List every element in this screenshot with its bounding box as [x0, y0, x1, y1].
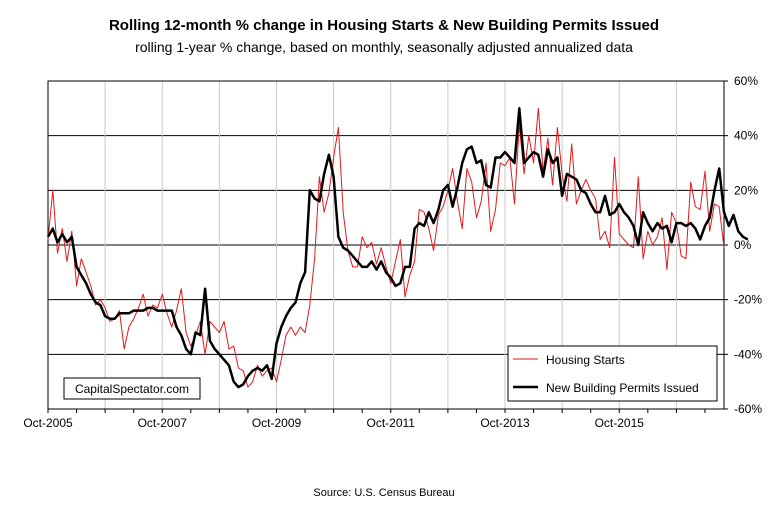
legend-box: [507, 345, 718, 402]
x-tick-label: Oct-2011: [367, 416, 416, 430]
y-tick-label: 0%: [734, 238, 752, 252]
y-axis-ticks: 60% 40% 20% 0% -20% -40% -60%: [724, 74, 762, 416]
x-axis-ticks: Oct-2005 Oct-2007 Oct-2009 Oct-2011 Oct-2013…: [23, 409, 706, 430]
y-tick-label: -20%: [734, 293, 762, 307]
chart-subtitle: rolling 1-year % change, based on monthl…: [135, 39, 633, 55]
y-tick-label: -60%: [734, 402, 762, 416]
series-line-building-permits: [46, 107, 749, 389]
x-tick-label: Oct-2013: [480, 416, 530, 430]
y-tick-label: 40%: [734, 129, 758, 143]
legend-label-housing-starts: Housing Starts: [546, 353, 625, 367]
watermark: CapitalSpectator.com: [63, 377, 201, 400]
watermark-text: CapitalSpectator.com: [75, 382, 189, 396]
watermark-box: [63, 377, 201, 400]
y-tick-label: -40%: [734, 347, 762, 361]
legend: Housing Starts New Building Permits Issu…: [507, 345, 718, 402]
x-tick-label: Oct-2009: [252, 416, 302, 430]
source-note: Source: U.S. Census Bureau: [313, 487, 454, 499]
series-lines: [46, 107, 749, 389]
x-tick-label: Oct-2005: [23, 416, 73, 430]
x-tick-label: Oct-2015: [595, 416, 645, 430]
chart-title: Rolling 12-month % change in Housing Sta…: [109, 17, 659, 34]
series-line-housing-starts: [47, 107, 725, 388]
y-tick-label: 20%: [734, 183, 758, 197]
y-tick-label: 60%: [734, 74, 758, 88]
legend-label-building-permits: New Building Permits Issued: [546, 381, 699, 395]
x-tick-label: Oct-2007: [138, 416, 188, 430]
